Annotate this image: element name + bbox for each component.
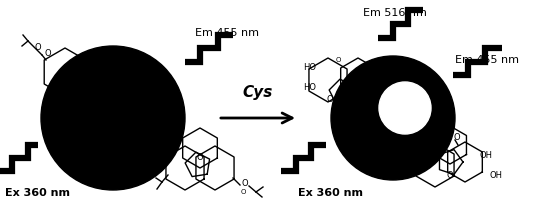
Text: Em 455 nm: Em 455 nm [195,28,259,38]
Text: Cys: Cys [243,85,273,100]
Text: HO: HO [303,83,316,93]
Text: OH: OH [368,60,381,70]
Text: O: O [45,48,51,58]
Text: O: O [197,153,203,163]
Circle shape [379,82,431,134]
Text: OH: OH [490,171,503,180]
Text: HO: HO [400,169,413,178]
Text: O: O [242,178,248,188]
Text: O: O [335,57,341,63]
Text: HO: HO [400,153,413,163]
Text: O: O [69,103,75,112]
Text: O: O [453,134,461,142]
Text: O: O [327,95,333,105]
Text: Em 455 nm: Em 455 nm [455,55,519,65]
Text: OH: OH [480,151,493,159]
Text: Ex 360 nm: Ex 360 nm [298,188,363,198]
Text: Ex 360 nm: Ex 360 nm [5,188,70,198]
Text: Em 516 nm: Em 516 nm [363,8,427,18]
Text: O: O [240,189,246,195]
Text: O: O [34,43,42,52]
Text: HO: HO [303,64,316,72]
Text: O: O [447,171,453,180]
Circle shape [41,46,185,190]
Circle shape [331,56,455,180]
